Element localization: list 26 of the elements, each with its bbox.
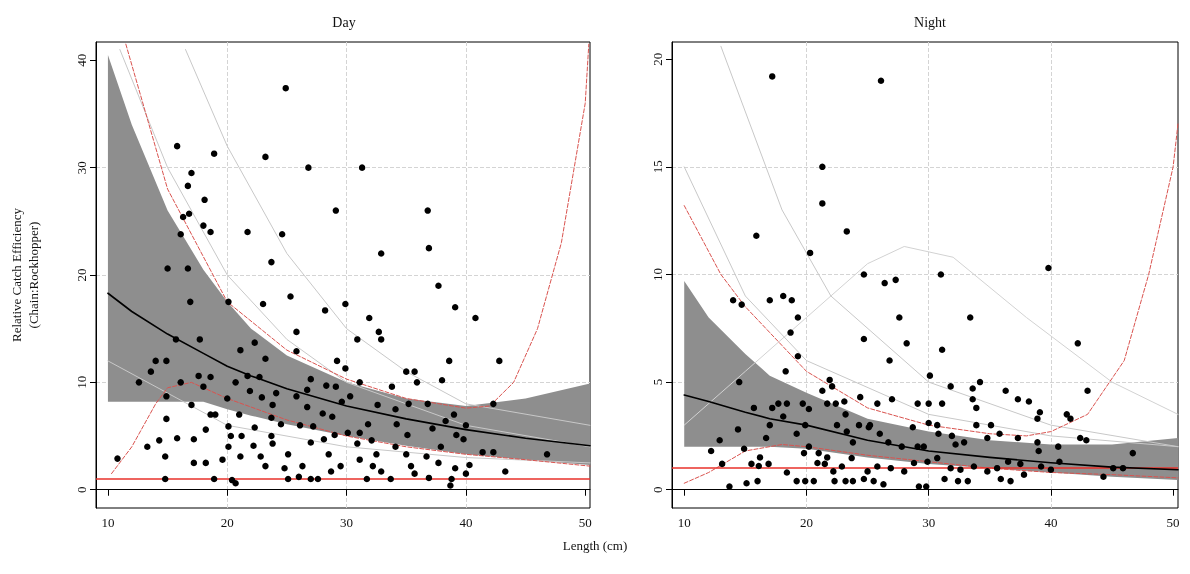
- y-tick-label: 10: [74, 375, 89, 389]
- y-tick-label: 15: [650, 160, 665, 174]
- x-tick-label: 40: [1044, 515, 1058, 530]
- y-tick-label: 10: [650, 267, 665, 281]
- y-tick-label: 20: [74, 268, 89, 282]
- x-tick-label: 50: [1166, 515, 1180, 530]
- x-tick-label: 30: [340, 515, 354, 530]
- x-tick-label: 30: [922, 515, 936, 530]
- line-series: [683, 444, 1179, 484]
- x-tick-label: 40: [459, 515, 473, 530]
- y-axis-title: Relative Catch Efficiency (Chain:Rockhopper): [9, 207, 41, 343]
- y-tick-label: 0: [74, 486, 89, 493]
- y-tick-label: 5: [650, 378, 665, 386]
- chart-title: Night: [914, 14, 947, 30]
- y-tick-label: 30: [74, 161, 89, 175]
- x-tick-label: 10: [101, 515, 115, 530]
- line-series: [111, 381, 591, 475]
- y-tick-label: 0: [650, 486, 665, 493]
- y-tick-label: 20: [650, 52, 665, 66]
- x-tick-label: 10: [677, 515, 691, 530]
- x-tick-label: 20: [799, 515, 813, 530]
- x-tick-label: 20: [220, 515, 234, 530]
- x-tick-label: 50: [578, 515, 592, 530]
- y-tick-label: 40: [74, 53, 89, 67]
- x-axis-title: Length (cm): [562, 538, 628, 553]
- chart-title: Day: [332, 14, 356, 30]
